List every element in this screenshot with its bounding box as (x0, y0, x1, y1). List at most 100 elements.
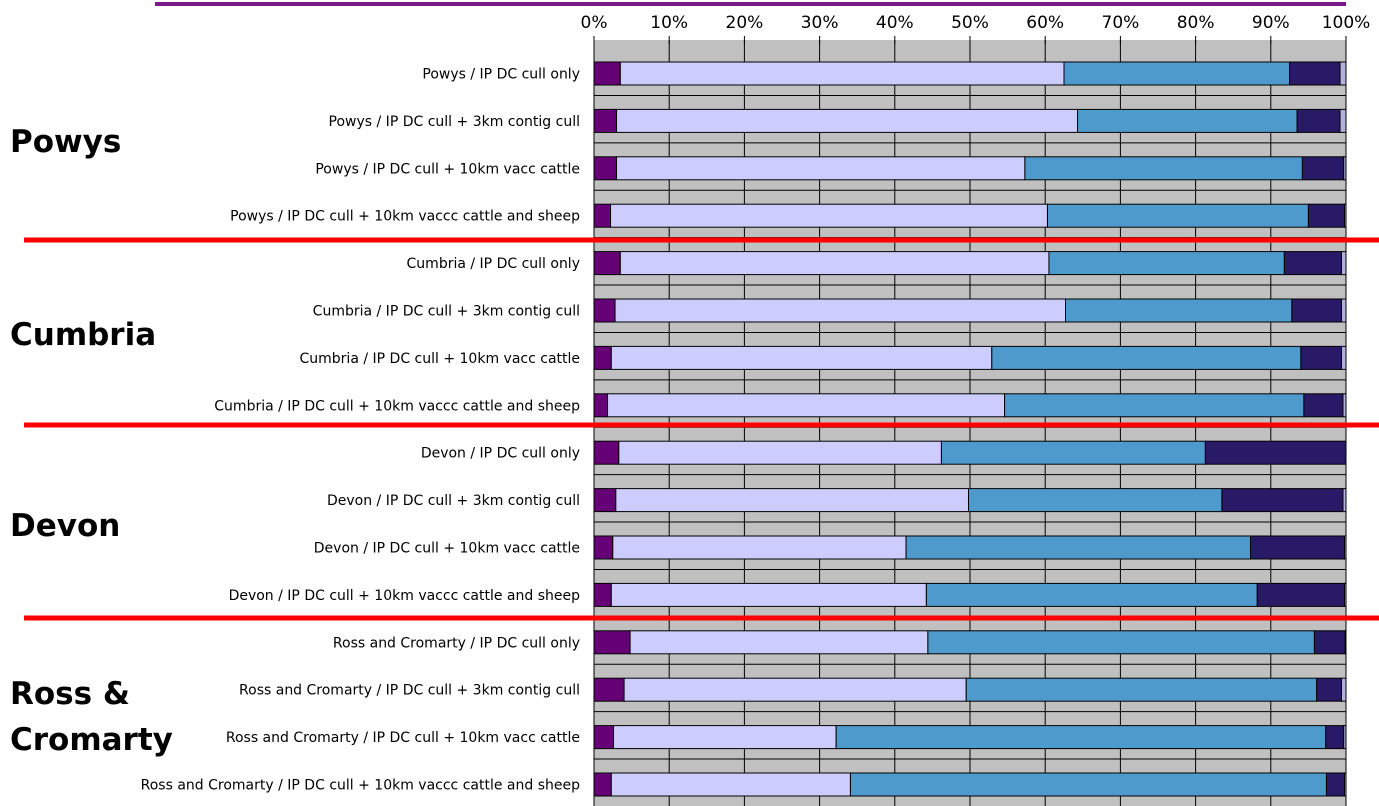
bar-segment (629, 630, 929, 655)
bar-segment (965, 677, 1318, 702)
bar-segment (1289, 61, 1341, 86)
row-labels: Powys / IP DC cull only Powys / IP DC cul… (141, 67, 580, 794)
row-label: Devon / IP DC cull + 3km contig cull (327, 493, 580, 509)
bar-segment (1046, 203, 1309, 228)
x-tick-label: 50% (951, 13, 989, 33)
bar-segment (1340, 677, 1347, 702)
row-label: Ross and Cromarty / IP DC cull only (333, 635, 580, 651)
bar-segment (1343, 772, 1347, 797)
bar-segment (616, 108, 1079, 133)
bar-segment (1065, 298, 1293, 323)
bar-segment (607, 393, 1006, 418)
bar-segment (610, 582, 927, 607)
bar-segment (610, 203, 1048, 228)
bar-segment (1291, 298, 1342, 323)
bar-segment (593, 61, 621, 86)
bar-segment (593, 108, 618, 133)
bar-segment (593, 582, 612, 607)
bar-segment (927, 630, 1315, 655)
x-tick-label: 20% (726, 13, 764, 33)
bar-segment (619, 251, 1050, 276)
bar-segment (1325, 725, 1345, 750)
group-labels: Powys Cumbria Devon Ross & Cromarty (10, 124, 173, 758)
bar-segment (991, 345, 1302, 370)
row-label: Powys / IP DC cull + 3km contig cull (329, 114, 580, 130)
x-tick-label: 10% (650, 13, 688, 33)
row-label: Ross and Cromarty / IP DC cull + 10km va… (141, 778, 580, 794)
row-label: Powys / IP DC cull + 10km vacc cattle (315, 161, 580, 177)
bar-segment (619, 61, 1065, 86)
bar-segment (1339, 108, 1347, 133)
bar-segment (1300, 345, 1342, 370)
bar-segment (940, 440, 1206, 465)
bar-segment (610, 772, 851, 797)
x-tick-label: 90% (1252, 13, 1290, 33)
bar-segment (615, 488, 969, 513)
bar-segment (1221, 488, 1344, 513)
bar-segment (1316, 677, 1342, 702)
bar-segment (1048, 251, 1285, 276)
group-label: Powys (10, 124, 121, 160)
bar-segment (610, 345, 993, 370)
row-label: Cumbria / IP DC cull + 3km contig cull (313, 304, 580, 320)
row-label: Powys / IP DC cull only (422, 67, 580, 83)
bar-segment (967, 488, 1223, 513)
bar-segment (905, 535, 1251, 560)
group-label: Ross & (10, 676, 130, 712)
bar-segment (1063, 61, 1291, 86)
bar-segment (614, 298, 1067, 323)
bar-segment (1313, 630, 1346, 655)
bar-segment (1343, 156, 1347, 181)
row-label: Devon / IP DC cull + 10km vacc cattle (314, 541, 580, 557)
group-separators (24, 237, 1379, 621)
group-label: Cumbria (10, 317, 156, 353)
x-tick-label: 0% (581, 13, 608, 33)
bar-segment (1256, 582, 1345, 607)
bar-segment (593, 345, 612, 370)
row-label: Ross and Cromarty / IP DC cull + 3km con… (239, 683, 580, 699)
bar-segment (593, 677, 625, 702)
bar-segment (849, 772, 1327, 797)
bar-segment (593, 440, 620, 465)
x-tick-label: 100% (1322, 13, 1371, 33)
bar-segment (1283, 251, 1342, 276)
bar-segment (1077, 108, 1298, 133)
bar-segment (1343, 535, 1347, 560)
bar-segment (593, 298, 616, 323)
bar-segment (1204, 440, 1347, 465)
row-label: Powys / IP DC cull + 10km vaccc cattle a… (230, 209, 580, 225)
bar-segment (1296, 108, 1341, 133)
x-tick-label: 40% (876, 13, 914, 33)
bar-segment (616, 156, 1026, 181)
bar-segment (1307, 203, 1345, 228)
bar-segment (1344, 630, 1347, 655)
bar-segment (1343, 725, 1347, 750)
bar-segment (593, 535, 614, 560)
bar-segment (835, 725, 1327, 750)
x-tick-label: 60% (1026, 13, 1064, 33)
bar-segment (593, 488, 617, 513)
bar-segment (593, 630, 631, 655)
bar-segment (593, 393, 609, 418)
x-tick-label: 30% (801, 13, 839, 33)
bar-segment (593, 156, 618, 181)
row-label: Cumbria / IP DC cull only (407, 256, 580, 272)
bar-segment (593, 251, 621, 276)
x-tick-label: 80% (1177, 13, 1215, 33)
bar-segment (925, 582, 1258, 607)
bar-segment (1340, 251, 1347, 276)
group-label: Devon (10, 508, 120, 544)
x-tick-label: 70% (1102, 13, 1140, 33)
row-label: Devon / IP DC cull only (421, 446, 580, 462)
bar-segment (612, 535, 907, 560)
bar-segment (1249, 535, 1345, 560)
bar-segment (1301, 156, 1345, 181)
bar-segment (1004, 393, 1305, 418)
bar-segment (593, 772, 612, 797)
bar-segment (1343, 203, 1347, 228)
bars (593, 61, 1347, 797)
bar-segment (1024, 156, 1303, 181)
bar-segment (1325, 772, 1345, 797)
bar-segment (623, 677, 967, 702)
